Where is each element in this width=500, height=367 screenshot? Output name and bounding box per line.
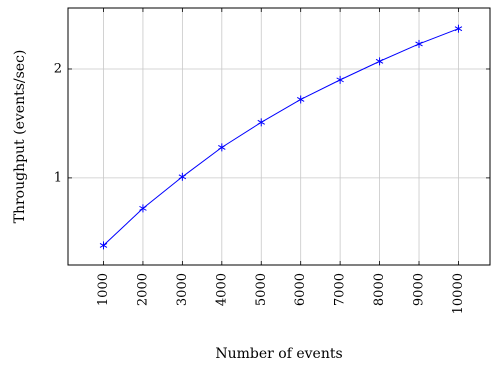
x-tick-label: 5000 xyxy=(254,273,269,306)
x-tick-label: 3000 xyxy=(175,273,190,306)
data-point xyxy=(178,172,187,181)
x-tick-label: 8000 xyxy=(372,273,387,306)
grid xyxy=(68,8,490,265)
data-point xyxy=(218,143,226,152)
data-point xyxy=(415,39,423,48)
axis-ticks: 1000 2000 3000 4000 5000 6000 7000 8000 9000 1000… xyxy=(54,8,490,314)
x-tick-label: 2000 xyxy=(135,273,150,306)
data-point xyxy=(139,204,147,213)
x-tick-label: 1000 xyxy=(96,273,111,306)
x-tick-label: 7000 xyxy=(333,273,348,306)
data-point-stroke xyxy=(454,26,463,32)
plot-frame xyxy=(67,7,491,266)
series xyxy=(99,24,463,250)
data-point-stroke xyxy=(257,119,265,125)
x-tick-label: 4000 xyxy=(214,273,229,306)
data-point xyxy=(296,95,305,104)
y-tick-label: 2 xyxy=(54,61,62,76)
data-point-stroke xyxy=(218,144,226,150)
data-point xyxy=(454,24,463,33)
series-line xyxy=(103,28,459,246)
x-tick-label: 10000 xyxy=(451,273,466,314)
data-point-stroke xyxy=(139,205,147,211)
data-point-stroke xyxy=(296,97,305,102)
data-point-stroke xyxy=(336,77,344,83)
data-point-stroke xyxy=(375,58,384,64)
x-tick-label: 6000 xyxy=(293,273,308,306)
x-axis-title: Number of events xyxy=(215,346,342,362)
x-tick-label: 9000 xyxy=(412,273,427,306)
data-point xyxy=(99,241,108,250)
data-point-stroke xyxy=(178,174,187,180)
data-point xyxy=(257,118,265,127)
data-point-stroke xyxy=(415,41,423,47)
y-axis-title: Throughput (events/sec) xyxy=(12,50,28,224)
data-point xyxy=(336,75,344,84)
y-tick-label: 1 xyxy=(54,170,62,185)
data-point-stroke xyxy=(99,242,108,248)
data-point xyxy=(375,57,384,66)
